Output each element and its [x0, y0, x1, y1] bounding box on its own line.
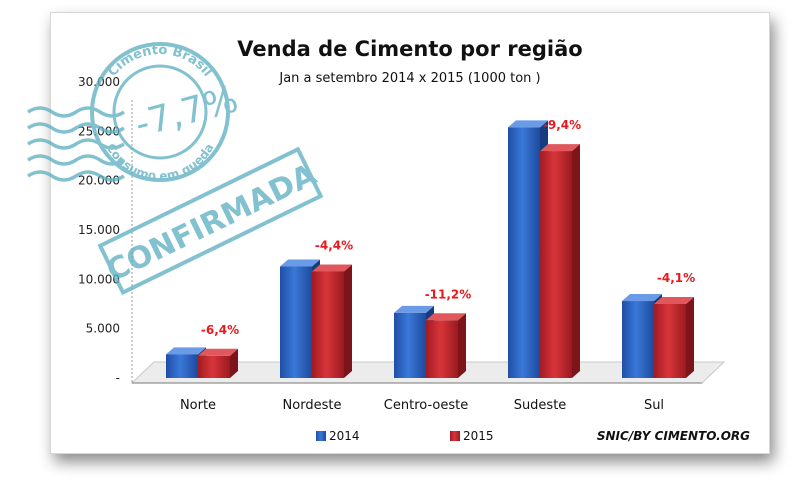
- stamp-inner-ring: [112, 64, 208, 160]
- category-label: Norte: [180, 398, 216, 413]
- bar-front: [540, 151, 572, 378]
- category-label: Centro-oeste: [384, 398, 468, 413]
- legend-label-2015: 2015: [463, 429, 494, 443]
- bar-front: [426, 320, 458, 378]
- category-label: Nordeste: [283, 398, 342, 413]
- change-labels: -6,4% -4,4% -11,2% -9,4% -4,1%: [201, 118, 695, 337]
- y-tick-label: 10.000: [78, 272, 120, 286]
- bar-front: [394, 312, 426, 378]
- legend-swatch-2015: [450, 431, 460, 441]
- bar-side: [230, 348, 238, 378]
- bar-2015-nordeste: [312, 264, 352, 378]
- stamp-banner-box: [97, 146, 324, 296]
- bar-top: [654, 297, 694, 304]
- bar-front: [280, 266, 312, 378]
- bar-front: [654, 304, 686, 378]
- bar-front: [166, 354, 198, 378]
- bar-side: [344, 264, 352, 378]
- bar-side: [686, 297, 694, 378]
- stamp-wave-lines: [27, 106, 125, 182]
- bar-top: [426, 313, 466, 321]
- bar-2015-sudeste: [540, 144, 580, 378]
- chart-title: Venda de Cimento por região: [237, 37, 582, 61]
- bar-top: [394, 305, 434, 313]
- category-labels: Norte Nordeste Centro-oeste Sudeste Sul: [180, 398, 664, 413]
- bar-front: [198, 355, 230, 378]
- y-tick-label: 25.000: [78, 124, 120, 138]
- y-tick-label: 15.000: [78, 223, 120, 237]
- bar-top: [166, 347, 206, 355]
- bar-front: [508, 127, 540, 379]
- chart-subtitle: Jan a setembro 2014 x 2015 (1000 ton ): [278, 71, 540, 86]
- change-label: -11,2%: [425, 287, 472, 301]
- change-label: -6,4%: [201, 323, 239, 337]
- legend-label-2014: 2014: [329, 429, 360, 443]
- bar-top: [312, 264, 352, 272]
- legend: 2014 2015: [316, 429, 494, 443]
- y-tick-label: 20.000: [78, 174, 120, 188]
- legend-swatch-2014: [316, 431, 326, 441]
- bar-front: [312, 271, 344, 378]
- bar-2015-centro-oeste: [426, 313, 466, 378]
- source-label: SNIC/BY CIMENTO.ORG: [597, 429, 750, 443]
- category-label: Sul: [644, 398, 664, 413]
- bar-2015-norte: [198, 348, 238, 378]
- bars-group: [166, 120, 694, 379]
- y-tick-label: -: [116, 371, 120, 385]
- bar-top: [280, 259, 320, 267]
- stamp-outer-ring: [90, 42, 230, 182]
- bar-side: [572, 144, 580, 378]
- bar-2015-sul: [654, 297, 694, 378]
- bar-2014-nordeste: [280, 259, 320, 378]
- change-label: -4,4%: [315, 238, 353, 252]
- y-tick-label: 5.000: [86, 322, 120, 336]
- category-label: Sudeste: [514, 398, 567, 413]
- bar-top: [540, 144, 580, 152]
- bar-top: [198, 348, 238, 356]
- bar-top: [508, 120, 548, 128]
- stamp-ring-top: Cimento Brasil: [105, 43, 215, 80]
- bar-side: [458, 313, 466, 378]
- change-label: -9,4%: [543, 118, 581, 132]
- bar-front: [622, 301, 654, 378]
- change-label: -4,1%: [657, 271, 695, 285]
- bar-top: [622, 294, 662, 302]
